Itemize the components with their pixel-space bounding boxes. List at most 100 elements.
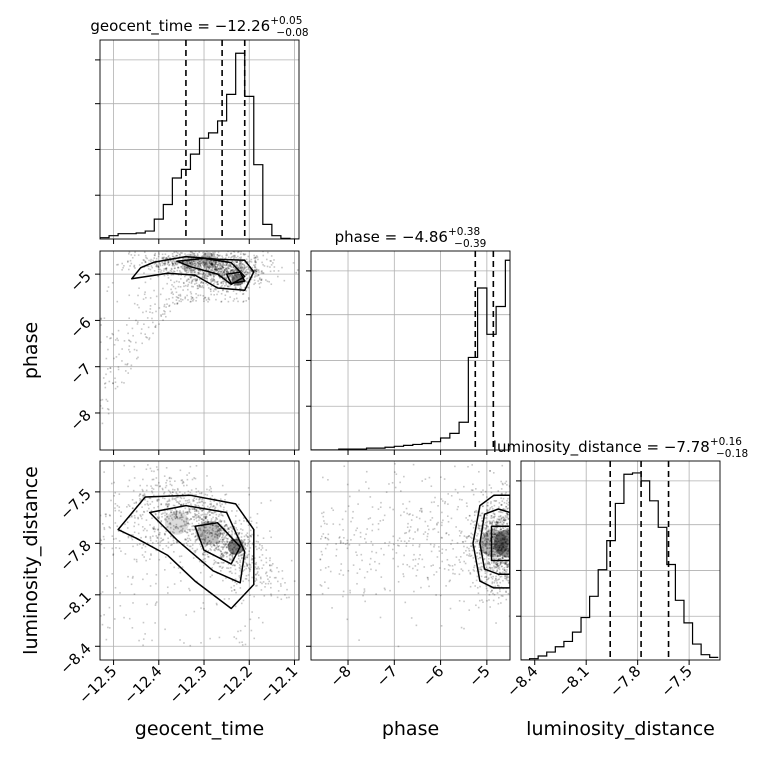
- scatter-point: [168, 500, 171, 502]
- scatter-point: [212, 264, 215, 266]
- scatter-point: [175, 496, 178, 499]
- scatter-point: [262, 581, 265, 583]
- scatter-point: [187, 288, 189, 291]
- scatter-point: [448, 533, 450, 536]
- scatter-point: [210, 262, 213, 264]
- scatter-point: [172, 264, 174, 267]
- scatter-point: [262, 537, 265, 540]
- scatter-point: [338, 573, 341, 575]
- scatter-point: [217, 251, 220, 254]
- scatter-point: [505, 548, 507, 551]
- scatter-point: [184, 492, 186, 494]
- scatter-point: [183, 521, 185, 523]
- scatter-point: [187, 257, 190, 259]
- scatter-point: [246, 535, 248, 538]
- scatter-point: [498, 547, 501, 549]
- scatter-point: [497, 520, 500, 523]
- scatter-point: [186, 531, 188, 534]
- scatter-point: [200, 545, 202, 548]
- scatter-point: [348, 543, 351, 546]
- scatter-point: [472, 569, 475, 571]
- scatter-point: [221, 555, 224, 557]
- panel-frame: [99, 460, 300, 661]
- scatter-point: [255, 270, 258, 273]
- scatter-point: [409, 526, 412, 528]
- scatter-point: [170, 260, 173, 262]
- scatter-point: [213, 271, 216, 273]
- scatter-point: [142, 510, 145, 513]
- scatter-point: [169, 490, 171, 493]
- scatter-point: [210, 503, 213, 506]
- scatter-point: [221, 278, 224, 281]
- scatter-point: [234, 287, 237, 289]
- scatter-point: [234, 532, 236, 535]
- scatter-point: [179, 561, 182, 564]
- scatter-point: [497, 555, 499, 558]
- scatter-point: [175, 299, 178, 301]
- scatter-point: [507, 529, 510, 532]
- scatter-point: [447, 569, 450, 571]
- scatter-point: [496, 542, 498, 544]
- scatter-point: [210, 259, 213, 262]
- scatter-point: [513, 525, 515, 527]
- scatter-point: [198, 505, 201, 508]
- scatter-point: [501, 493, 503, 496]
- scatter-point: [218, 265, 221, 267]
- scatter-point: [518, 509, 520, 511]
- scatter-point: [494, 540, 497, 542]
- scatter-point: [277, 590, 280, 592]
- scatter-point: [169, 509, 172, 511]
- scatter-point: [173, 251, 176, 254]
- scatter-point: [155, 477, 158, 479]
- scatter-point: [160, 537, 162, 540]
- scatter-point: [205, 282, 207, 284]
- scatter-point: [238, 251, 240, 253]
- scatter-point: [420, 586, 422, 589]
- scatter-point: [223, 506, 225, 509]
- scatter-point: [495, 557, 498, 560]
- scatter-point: [420, 510, 423, 512]
- scatter-point: [496, 541, 499, 543]
- scatter-point: [196, 274, 198, 276]
- scatter-point: [142, 621, 145, 624]
- scatter-point: [213, 288, 216, 291]
- scatter-point: [203, 607, 205, 610]
- scatter-point: [224, 543, 227, 546]
- scatter-point: [189, 508, 191, 511]
- scatter-point: [515, 544, 517, 546]
- scatter-point: [155, 265, 158, 268]
- histogram-bar: [598, 570, 607, 660]
- scatter-point: [408, 537, 411, 539]
- scatter-point: [237, 557, 240, 560]
- scatter-point: [229, 271, 232, 273]
- scatter-point: [267, 578, 269, 581]
- scatter-point: [522, 550, 524, 552]
- scatter-point: [201, 270, 204, 272]
- scatter-point: [240, 568, 243, 571]
- scatter-point: [411, 514, 414, 517]
- scatter-point: [496, 521, 498, 523]
- scatter-point: [173, 489, 176, 491]
- scatter-point: [164, 517, 167, 520]
- scatter-point: [195, 498, 198, 501]
- scatter-point: [493, 593, 496, 596]
- scatter-point: [179, 269, 181, 272]
- scatter-point: [489, 573, 492, 576]
- scatter-point: [220, 301, 223, 303]
- scatter-point: [498, 544, 501, 547]
- scatter-point: [190, 251, 192, 253]
- scatter-point: [163, 313, 166, 315]
- scatter-point: [196, 502, 199, 504]
- scatter-point: [210, 532, 213, 534]
- scatter-point: [494, 500, 497, 502]
- scatter-point: [181, 519, 183, 521]
- scatter-point: [230, 269, 233, 272]
- scatter-point: [489, 540, 491, 543]
- scatter-point: [219, 529, 222, 531]
- scatter-point: [234, 515, 237, 517]
- scatter-point: [450, 543, 452, 545]
- scatter-point: [191, 269, 194, 271]
- scatter-point: [229, 264, 232, 267]
- scatter-point: [358, 544, 361, 546]
- scatter-point: [327, 538, 330, 541]
